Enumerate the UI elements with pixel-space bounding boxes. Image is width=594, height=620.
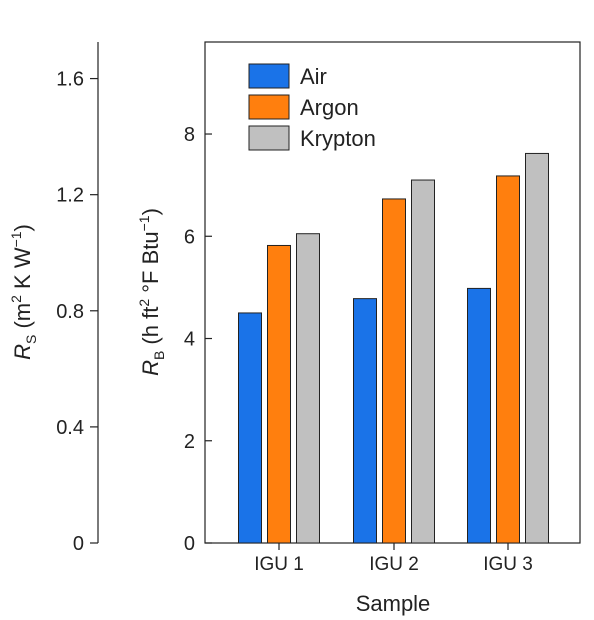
x-tick-label: IGU 2 [369, 554, 419, 575]
legend-swatch-air [248, 63, 290, 89]
bars [238, 152, 549, 544]
secondary-y-label-var: R [10, 344, 35, 360]
secondary-y-label-close: ) [10, 224, 35, 231]
primary-y-tick-label: 4 [184, 329, 195, 351]
secondary-y-tick-label: 0.8 [56, 301, 84, 323]
secondary-y-axis-title: RS (m2 K W−1) [8, 224, 39, 360]
primary-y-label-sup1: 2 [136, 299, 152, 307]
bar-krypton-igu-3 [525, 152, 549, 544]
secondary-y-label-sup1: 2 [8, 295, 24, 303]
bar-air-igu-2 [353, 298, 377, 544]
primary-y-label-sup2: −1 [136, 215, 152, 231]
secondary-y-label-sub: S [23, 335, 39, 344]
bar-krypton-igu-1 [296, 233, 320, 544]
primary-y-tick-label: 0 [184, 533, 195, 555]
primary-y-axis-title: RB (h ft2 °F Btu−1) [136, 208, 167, 376]
primary-y-label-units: (h ft [138, 307, 163, 345]
bar-argon-igu-2 [382, 198, 406, 544]
bar-air-igu-3 [467, 287, 491, 544]
primary-y-tick-label: 6 [184, 226, 195, 248]
x-tick-label: IGU 1 [254, 554, 304, 575]
legend: Air Argon Krypton [248, 63, 376, 151]
secondary-y-label-sup2: −1 [8, 231, 24, 247]
secondary-y-label-units: (m [10, 303, 35, 329]
bar-krypton-igu-2 [411, 179, 435, 544]
secondary-y-tick-label: 0 [73, 533, 84, 555]
legend-label-argon: Argon [300, 95, 359, 120]
x-axis-title: Sample [356, 591, 431, 616]
primary-y-label-sub: B [151, 351, 167, 360]
legend-label-krypton: Krypton [300, 126, 376, 151]
legend-swatch-krypton [248, 125, 290, 151]
x-axis-categories: IGU 1 IGU 2 IGU 3 [254, 543, 533, 575]
primary-y-label-mid: °F Btu [138, 231, 163, 298]
primary-y-axis: 0 2 4 6 8 [184, 124, 212, 555]
secondary-y-label-mid: K W [10, 247, 35, 295]
legend-swatch-argon [248, 94, 290, 120]
primary-y-label-close: ) [138, 208, 163, 215]
primary-y-tick-label: 8 [184, 124, 195, 146]
secondary-y-axis: 0 0.4 0.8 1.2 1.6 [56, 69, 98, 555]
secondary-y-tick-label: 1.2 [56, 185, 84, 207]
secondary-y-tick-label: 1.6 [56, 69, 84, 91]
bar-argon-igu-3 [496, 175, 520, 544]
bar-argon-igu-1 [267, 244, 291, 544]
primary-y-tick-label: 2 [184, 431, 195, 453]
bar-air-igu-1 [238, 312, 262, 544]
legend-label-air: Air [300, 64, 327, 89]
primary-y-label-var: R [138, 360, 163, 376]
x-tick-label: IGU 3 [483, 554, 533, 575]
secondary-y-tick-label: 0.4 [56, 417, 84, 439]
